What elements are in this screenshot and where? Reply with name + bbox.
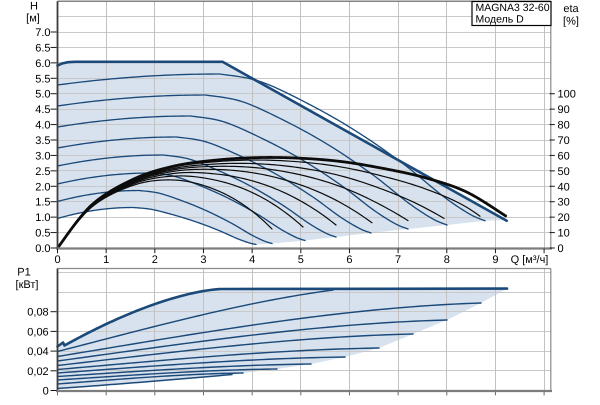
svg-text:30: 30	[558, 197, 570, 209]
svg-text:80: 80	[558, 120, 570, 132]
svg-text:Модель D: Модель D	[476, 14, 525, 26]
svg-text:0: 0	[43, 386, 49, 398]
svg-text:Q [м³/ч]: Q [м³/ч]	[511, 254, 549, 266]
svg-text:20: 20	[558, 212, 570, 224]
svg-text:0: 0	[558, 243, 564, 255]
svg-text:10: 10	[558, 228, 570, 240]
svg-text:90: 90	[558, 104, 570, 116]
svg-text:[кВт]: [кВт]	[16, 279, 39, 291]
svg-text:0,08: 0,08	[27, 307, 48, 319]
svg-text:100: 100	[558, 89, 576, 101]
svg-text:2.5: 2.5	[35, 166, 50, 178]
svg-text:MAGNA3 32-60: MAGNA3 32-60	[476, 2, 550, 14]
svg-text:H: H	[30, 1, 38, 13]
svg-text:eta: eta	[563, 3, 579, 15]
svg-text:5.0: 5.0	[35, 89, 50, 101]
svg-text:2: 2	[152, 254, 158, 266]
svg-text:1.0: 1.0	[35, 212, 50, 224]
svg-text:[%]: [%]	[563, 16, 579, 28]
svg-text:0,02: 0,02	[27, 366, 48, 378]
svg-text:7: 7	[395, 254, 401, 266]
svg-text:60: 60	[558, 150, 570, 162]
svg-text:3.0: 3.0	[35, 150, 50, 162]
svg-text:5: 5	[298, 254, 304, 266]
svg-text:[м]: [м]	[26, 13, 40, 25]
svg-text:4.5: 4.5	[35, 104, 50, 116]
svg-text:4.0: 4.0	[35, 120, 50, 132]
svg-text:0,06: 0,06	[27, 326, 48, 338]
svg-text:3: 3	[200, 254, 206, 266]
svg-text:P1: P1	[17, 267, 30, 279]
svg-text:1.5: 1.5	[35, 197, 50, 209]
svg-text:0.0: 0.0	[35, 243, 50, 255]
svg-text:6.5: 6.5	[35, 42, 50, 54]
svg-text:6: 6	[346, 254, 352, 266]
svg-text:9: 9	[492, 254, 498, 266]
svg-text:0: 0	[54, 254, 60, 266]
svg-text:50: 50	[558, 166, 570, 178]
svg-text:0.5: 0.5	[35, 228, 50, 240]
svg-text:40: 40	[558, 181, 570, 193]
svg-text:70: 70	[558, 135, 570, 147]
svg-text:2.0: 2.0	[35, 181, 50, 193]
svg-text:3.5: 3.5	[35, 135, 50, 147]
svg-text:7.0: 7.0	[35, 27, 50, 39]
svg-text:0,04: 0,04	[27, 346, 48, 358]
svg-text:4: 4	[249, 254, 255, 266]
svg-text:1: 1	[103, 254, 109, 266]
svg-text:8: 8	[444, 254, 450, 266]
svg-text:5.5: 5.5	[35, 73, 50, 85]
svg-text:6.0: 6.0	[35, 58, 50, 70]
